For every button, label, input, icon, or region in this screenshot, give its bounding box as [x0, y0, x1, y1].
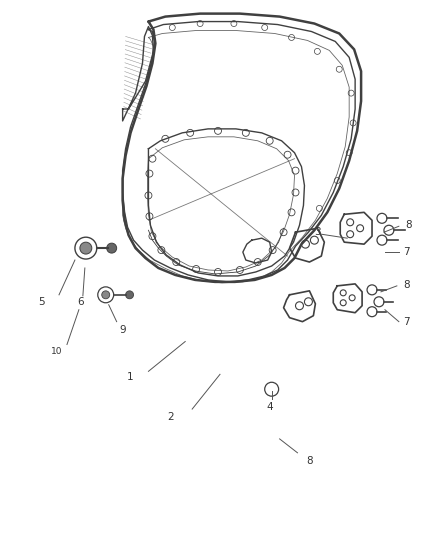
Text: 7: 7: [403, 317, 410, 327]
Text: 6: 6: [78, 297, 84, 307]
Text: 1: 1: [127, 372, 134, 382]
Text: 9: 9: [119, 325, 126, 335]
Text: 10: 10: [51, 347, 63, 356]
Text: 7: 7: [403, 247, 410, 257]
Text: 4: 4: [266, 402, 273, 412]
Text: 8: 8: [306, 456, 313, 466]
Circle shape: [102, 291, 110, 299]
Text: 2: 2: [167, 412, 173, 422]
Text: 5: 5: [38, 297, 44, 307]
Text: 8: 8: [403, 280, 410, 290]
Circle shape: [126, 291, 134, 299]
Text: 8: 8: [406, 220, 412, 230]
Circle shape: [80, 242, 92, 254]
Text: 3: 3: [314, 227, 321, 237]
Circle shape: [107, 243, 117, 253]
